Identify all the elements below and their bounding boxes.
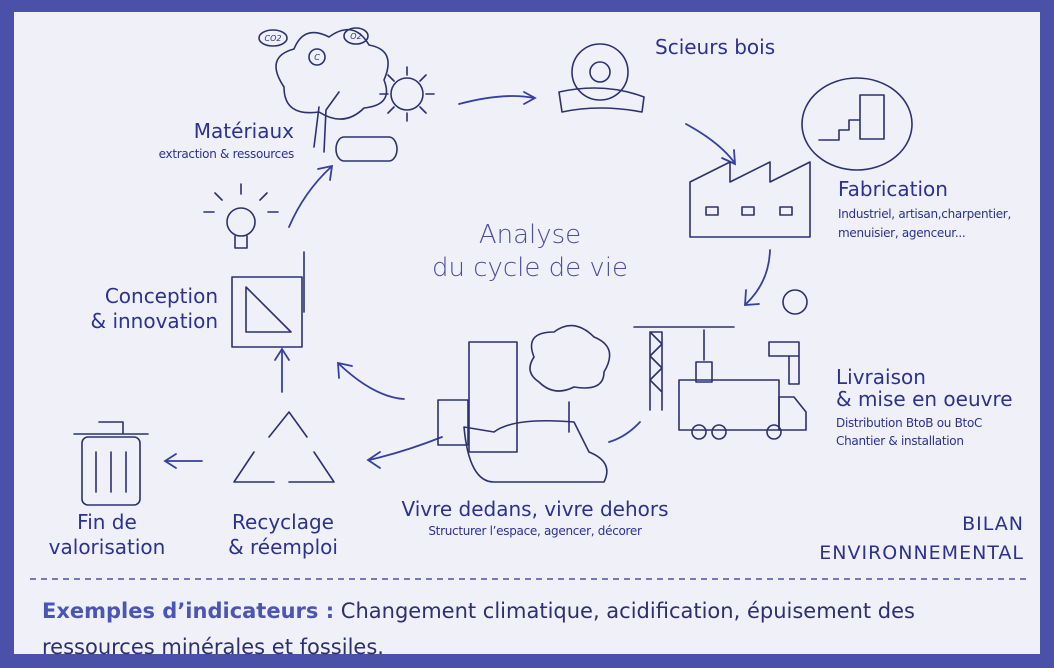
footer: Exemples d’indicateurs : Changement clim…: [42, 593, 1032, 665]
stage-label: Recyclage: [232, 510, 334, 534]
stage-label: Conception: [105, 284, 218, 308]
diagram-title: du cycle de vie: [432, 253, 628, 283]
diagram-title: Analyse: [479, 220, 581, 250]
stage-label: Fabrication: [838, 177, 948, 201]
cycle-diagram: CO2 C O2 Analyse du cycle de vie: [14, 12, 1040, 654]
badge: BILAN: [962, 513, 1024, 535]
stage-detail: Industriel, artisan,charpentier,: [838, 207, 1011, 221]
badge: ENVIRONNEMENTAL: [819, 542, 1024, 564]
stage-label: & mise en oeuvre: [836, 387, 1013, 411]
stage-label: valorisation: [49, 535, 166, 559]
stage-label: Livraison: [836, 365, 926, 389]
stage-label: Matériaux: [194, 119, 294, 143]
stage-label: Fin de: [77, 510, 137, 534]
frame: CO2 C O2 Analyse du cycle de vie: [0, 0, 1054, 668]
stage-label: Vivre dedans, vivre dehors: [401, 497, 668, 521]
stage-detail: Structurer l’espace, agencer, décorer: [428, 524, 642, 538]
stage-label: & réemploi: [228, 535, 338, 559]
stage-detail: Chantier & installation: [836, 434, 964, 448]
tree-label: O2: [350, 32, 361, 41]
tree-label: C: [314, 53, 320, 62]
footer-heading: Exemples d’indicateurs :: [42, 599, 334, 623]
stage-label: Scieurs bois: [655, 35, 775, 59]
stage-detail: menuisier, agenceur...: [838, 226, 965, 240]
stage-detail: Distribution BtoB ou BtoC: [836, 416, 982, 430]
tree-label: CO2: [265, 34, 282, 43]
stage-label: & innovation: [91, 309, 219, 333]
stage-detail: extraction & ressources: [159, 147, 294, 161]
panel: CO2 C O2 Analyse du cycle de vie: [14, 12, 1040, 654]
